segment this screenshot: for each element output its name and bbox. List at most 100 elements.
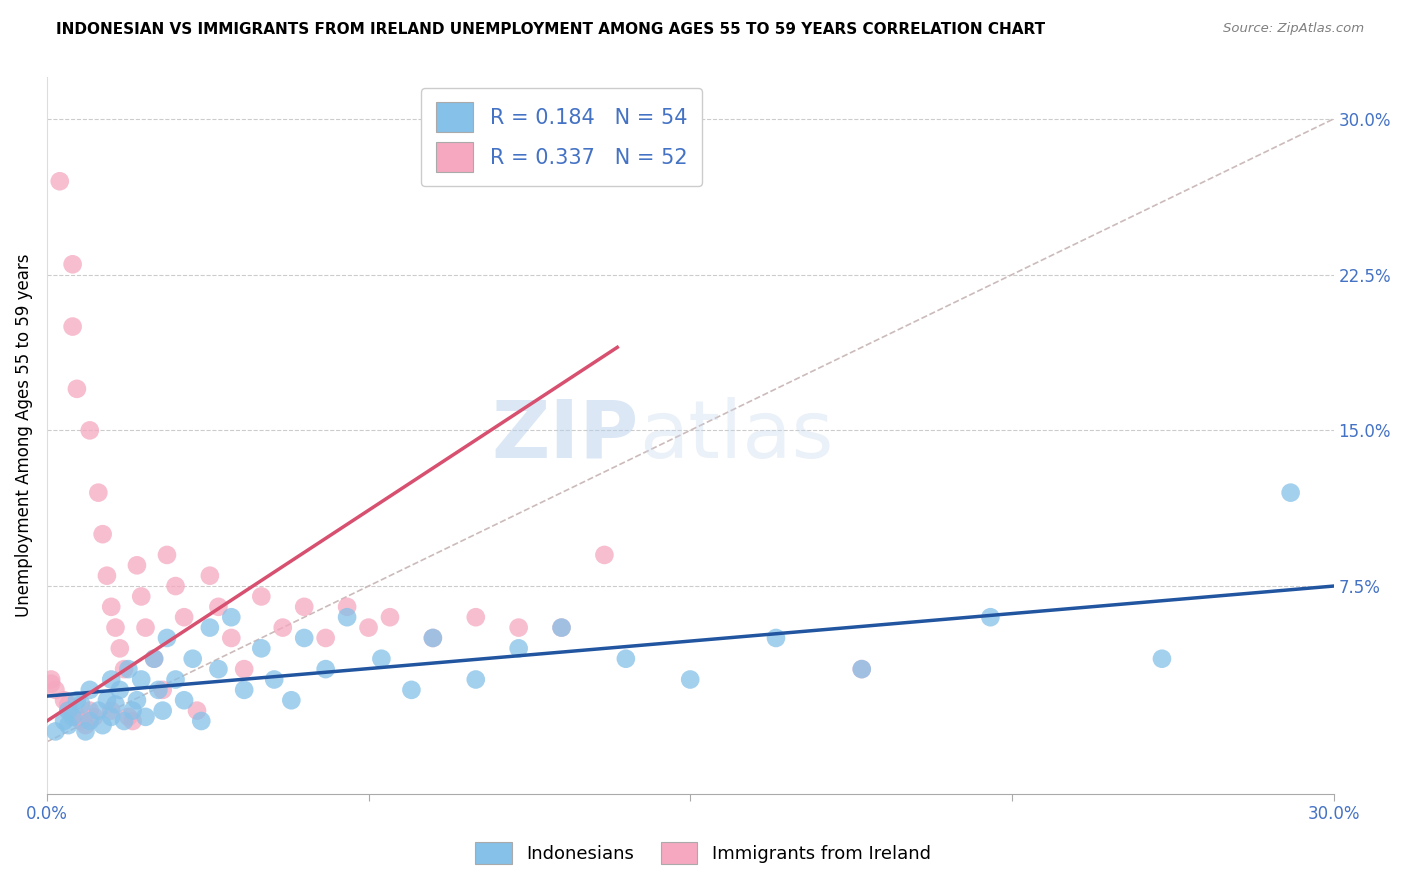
Point bbox=[280, 693, 302, 707]
Point bbox=[401, 682, 423, 697]
Point bbox=[422, 631, 444, 645]
Point bbox=[1279, 485, 1302, 500]
Point bbox=[378, 610, 401, 624]
Point bbox=[100, 599, 122, 614]
Point bbox=[49, 174, 72, 188]
Point bbox=[271, 621, 294, 635]
Point bbox=[207, 599, 229, 614]
Point bbox=[508, 641, 530, 656]
Point bbox=[125, 558, 148, 573]
Point bbox=[87, 704, 110, 718]
Point bbox=[66, 693, 89, 707]
Point bbox=[58, 704, 80, 718]
Legend: R = 0.184   N = 54, R = 0.337   N = 52: R = 0.184 N = 54, R = 0.337 N = 52 bbox=[420, 87, 702, 186]
Point bbox=[165, 673, 187, 687]
Y-axis label: Unemployment Among Ages 55 to 59 years: Unemployment Among Ages 55 to 59 years bbox=[15, 254, 32, 617]
Point bbox=[66, 382, 89, 396]
Point bbox=[44, 682, 66, 697]
Text: INDONESIAN VS IMMIGRANTS FROM IRELAND UNEMPLOYMENT AMONG AGES 55 TO 59 YEARS COR: INDONESIAN VS IMMIGRANTS FROM IRELAND UN… bbox=[56, 22, 1046, 37]
Point bbox=[39, 676, 62, 690]
Point bbox=[173, 693, 195, 707]
Point bbox=[104, 621, 127, 635]
Point bbox=[79, 714, 101, 728]
Point bbox=[75, 718, 97, 732]
Point bbox=[125, 693, 148, 707]
Point bbox=[53, 693, 76, 707]
Point bbox=[156, 548, 179, 562]
Point bbox=[112, 714, 135, 728]
Point bbox=[165, 579, 187, 593]
Point bbox=[315, 631, 337, 645]
Text: ZIP: ZIP bbox=[492, 397, 638, 475]
Point bbox=[464, 673, 486, 687]
Point bbox=[143, 651, 166, 665]
Point bbox=[129, 590, 152, 604]
Point bbox=[117, 662, 139, 676]
Point bbox=[550, 621, 572, 635]
Text: atlas: atlas bbox=[638, 397, 834, 475]
Point bbox=[112, 662, 135, 676]
Point bbox=[117, 710, 139, 724]
Legend: Indonesians, Immigrants from Ireland: Indonesians, Immigrants from Ireland bbox=[461, 828, 945, 879]
Point bbox=[250, 590, 273, 604]
Point bbox=[370, 651, 392, 665]
Point bbox=[66, 710, 89, 724]
Point bbox=[357, 621, 380, 635]
Point bbox=[765, 631, 787, 645]
Point bbox=[336, 610, 359, 624]
Point bbox=[44, 724, 66, 739]
Point bbox=[58, 698, 80, 712]
Point bbox=[508, 621, 530, 635]
Point bbox=[851, 662, 873, 676]
Point bbox=[221, 610, 243, 624]
Point bbox=[62, 257, 84, 271]
Point bbox=[75, 724, 97, 739]
Point bbox=[292, 631, 315, 645]
Point bbox=[121, 704, 143, 718]
Point bbox=[96, 693, 118, 707]
Point bbox=[173, 610, 195, 624]
Point bbox=[135, 710, 157, 724]
Point bbox=[186, 704, 208, 718]
Point bbox=[62, 319, 84, 334]
Point bbox=[143, 651, 166, 665]
Point bbox=[250, 641, 273, 656]
Point bbox=[108, 682, 131, 697]
Point bbox=[83, 710, 105, 724]
Point bbox=[152, 704, 174, 718]
Point bbox=[96, 568, 118, 582]
Point bbox=[39, 673, 62, 687]
Point bbox=[129, 673, 152, 687]
Point bbox=[100, 673, 122, 687]
Point bbox=[91, 718, 114, 732]
Point bbox=[53, 714, 76, 728]
Point bbox=[62, 710, 84, 724]
Point bbox=[263, 673, 285, 687]
Point bbox=[198, 568, 221, 582]
Point bbox=[233, 662, 256, 676]
Point bbox=[108, 641, 131, 656]
Point bbox=[315, 662, 337, 676]
Point bbox=[679, 673, 702, 687]
Point bbox=[58, 704, 80, 718]
Point bbox=[70, 714, 93, 728]
Point bbox=[100, 710, 122, 724]
Point bbox=[87, 485, 110, 500]
Point bbox=[148, 682, 170, 697]
Point bbox=[58, 718, 80, 732]
Point bbox=[121, 714, 143, 728]
Point bbox=[550, 621, 572, 635]
Point bbox=[221, 631, 243, 645]
Point bbox=[181, 651, 204, 665]
Point bbox=[135, 621, 157, 635]
Point bbox=[190, 714, 212, 728]
Point bbox=[292, 599, 315, 614]
Point bbox=[104, 698, 127, 712]
Point bbox=[593, 548, 616, 562]
Point bbox=[70, 698, 93, 712]
Point bbox=[1150, 651, 1173, 665]
Point bbox=[422, 631, 444, 645]
Point bbox=[851, 662, 873, 676]
Point bbox=[979, 610, 1001, 624]
Point bbox=[79, 682, 101, 697]
